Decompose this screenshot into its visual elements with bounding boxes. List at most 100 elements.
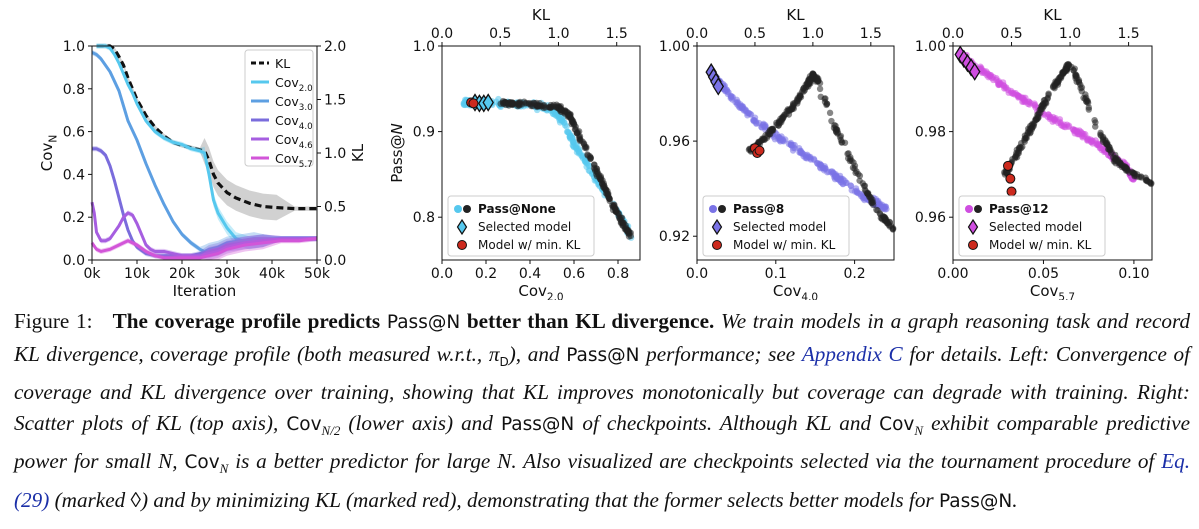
scatter-frame-3	[952, 45, 1153, 261]
kl-point	[816, 85, 824, 93]
top-tick-label: 0.5	[1000, 26, 1022, 42]
x-tick-label: 0.10	[1118, 266, 1149, 282]
y-right-tick-label: 1.0	[324, 146, 346, 162]
legend-title: Pass@8	[733, 202, 784, 216]
scatter-legend-box-3	[958, 195, 1106, 257]
kl-point	[553, 101, 560, 108]
min-kl-marker	[1003, 160, 1014, 171]
figure-label: Figure 1:	[14, 309, 93, 333]
y-tick-label: 0.8	[413, 210, 435, 226]
x-axis-label-base: Cov	[518, 282, 547, 300]
legend-kl-dot	[718, 205, 726, 213]
y-right-tick-label: 1.5	[324, 93, 346, 109]
x-tick-label: 0.05	[1028, 266, 1059, 282]
kl-point	[1038, 102, 1045, 110]
kl-point	[505, 100, 512, 107]
kl-point	[616, 215, 623, 222]
legend-label-2: Cov3.0	[275, 94, 313, 113]
kl-point	[817, 93, 824, 101]
kl-point	[593, 167, 601, 175]
passN-term: Pass@N	[386, 312, 461, 333]
legend-label-3-base: Cov	[275, 113, 299, 128]
cov-point	[581, 158, 589, 165]
top-axis-label: KL	[786, 6, 805, 24]
legend-diamond	[456, 218, 468, 236]
kl-point	[847, 155, 854, 163]
y-left-axis-label-sub: N	[48, 135, 60, 143]
appendix-link[interactable]: Appendix C	[801, 341, 903, 366]
legend-minkl-label: Model w/ min. KL	[733, 238, 836, 252]
passN-term: Pass@N	[500, 413, 575, 435]
kl-point	[1136, 173, 1143, 181]
cov-half-subscript: N/2	[321, 422, 341, 438]
x-tick-label: 0.0	[431, 266, 453, 282]
kl-point	[823, 100, 831, 107]
y-left-axis-label-base: Cov	[38, 143, 56, 172]
kl-point	[1143, 177, 1151, 185]
selected-model-marker	[968, 62, 981, 81]
kl-point	[1021, 135, 1029, 142]
legend-minkl-label: Model w/ min. KL	[478, 238, 581, 252]
y-tick-label: 0.96	[915, 210, 946, 226]
y-tick-label: 1.00	[915, 39, 946, 55]
scatter-legend-box-2	[702, 195, 850, 257]
legend-diamond	[711, 218, 723, 236]
kl-point	[619, 221, 627, 228]
top-tick-label: 0.0	[431, 26, 453, 42]
min-kl-marker	[754, 145, 765, 156]
legend-red-dot	[457, 240, 467, 250]
series-band-4	[92, 199, 317, 260]
top-tick-label: 0.0	[686, 26, 708, 42]
kl-point	[599, 183, 607, 190]
x-tick-label: 0.2	[475, 266, 497, 282]
legend-cov-dot	[709, 205, 717, 213]
kl-point	[542, 104, 549, 111]
covN-term: Cov	[184, 452, 220, 474]
kl-point	[1122, 164, 1130, 171]
legend-kl-dot	[463, 205, 471, 213]
kl-point	[1025, 129, 1032, 137]
x-axis-label: Cov4.0	[773, 282, 818, 300]
y-axis-label: Pass@N	[388, 123, 406, 182]
kl-point	[838, 139, 846, 146]
cov-point	[791, 141, 798, 149]
y-left-tick-label: 0.4	[63, 167, 85, 183]
x-axis-label: Iteration	[173, 282, 237, 300]
top-tick-label: 1.0	[802, 26, 824, 42]
caption-text-8: is a better predictor for large N. Also …	[235, 449, 1155, 474]
kl-point	[828, 117, 835, 125]
kl-point	[558, 106, 565, 113]
kl-point	[627, 232, 635, 240]
caption-text-2: ), and	[508, 341, 560, 366]
scatter-frame-2	[696, 45, 895, 261]
kl-point	[804, 79, 811, 86]
kl-point	[769, 126, 776, 133]
x-axis-label-sub: 4.0	[801, 292, 818, 301]
y-right-tick-label: 2.0	[324, 39, 346, 55]
kl-point	[851, 162, 859, 169]
kl-point	[783, 107, 790, 115]
y-tick-label: 1.00	[659, 39, 690, 55]
top-tick-label: 0.0	[942, 26, 964, 42]
kl-point	[779, 115, 786, 123]
equation-link[interactable]: Eq. (29)	[14, 449, 1191, 513]
kl-point	[547, 104, 555, 111]
legend-selected-label: Selected model	[733, 220, 826, 234]
top-tick-label: 1.0	[1059, 26, 1081, 42]
kl-point	[855, 170, 862, 178]
x-tick-label: 0.1	[765, 266, 787, 282]
covN-subscript: N	[914, 422, 924, 438]
pi-subscript: D	[499, 354, 509, 369]
cov-point	[1054, 119, 1062, 127]
x-tick-label: 40k	[259, 266, 286, 282]
scatter-panel-2	[705, 62, 897, 233]
kl-point	[1051, 84, 1058, 92]
series-band-2	[92, 49, 317, 258]
top-tick-label: 0.5	[489, 26, 511, 42]
cov-point	[1001, 85, 1008, 92]
y-left-axis-label: CovN	[38, 135, 60, 171]
x-tick-label: 30k	[214, 266, 241, 282]
cov-point	[878, 201, 886, 209]
kl-point	[1045, 90, 1052, 97]
cov-point	[797, 147, 804, 154]
